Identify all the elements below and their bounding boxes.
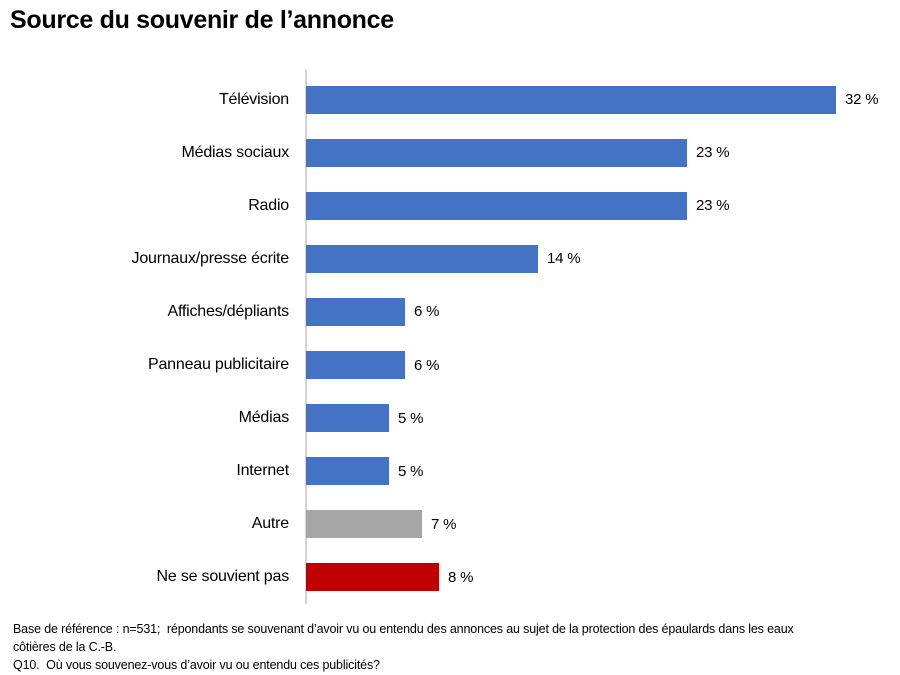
value-label: 7 % <box>431 515 457 533</box>
chart-row: Journaux/presse écrite 14 % <box>0 232 900 285</box>
chart-row: Affiches/dépliants 6 % <box>0 285 900 338</box>
category-label: Médias <box>238 409 290 427</box>
value-label: 14 % <box>547 250 581 268</box>
footnote-base-line-1: Base de référence : n=531; répondants se… <box>13 622 794 636</box>
chart-row: Télévision 32 % <box>0 73 900 126</box>
bar <box>306 457 389 486</box>
category-label: Journaux/presse écrite <box>131 249 290 267</box>
chart-row: Ne se souvient pas 8 % <box>0 551 900 604</box>
chart-row: Médias sociaux 23 % <box>0 126 900 179</box>
category-label: Affiches/dépliants <box>167 302 289 320</box>
chart-row: Radio 23 % <box>0 179 900 232</box>
bar <box>306 510 422 539</box>
chart-row: Panneau publicitaire 6 % <box>0 338 900 391</box>
value-label: 5 % <box>398 462 424 480</box>
value-label: 32 % <box>845 91 879 109</box>
bar <box>306 191 687 220</box>
category-label: Radio <box>248 196 289 214</box>
category-label: Panneau publicitaire <box>148 356 289 374</box>
value-label: 6 % <box>414 356 440 374</box>
category-label: Télévision <box>218 90 289 108</box>
value-label: 23 % <box>696 197 730 215</box>
bar-chart: Télévision 32 % Médias sociaux 23 % Radio 23 … <box>0 73 900 604</box>
footnote: Base de référence : n=531; répondants se… <box>13 620 891 674</box>
bar <box>306 138 687 167</box>
category-label: Autre <box>251 515 289 533</box>
value-label: 6 % <box>414 303 440 321</box>
chart-row: Internet 5 % <box>0 445 900 498</box>
value-label: 23 % <box>696 144 730 162</box>
category-label: Ne se souvient pas <box>156 568 290 586</box>
category-label: Médias sociaux <box>181 143 290 161</box>
bar <box>306 563 439 592</box>
chart-row: Médias 5 % <box>0 392 900 445</box>
value-label: 5 % <box>398 409 424 427</box>
value-label: 8 % <box>448 568 474 586</box>
footnote-question: Q10. Où vous souvenez-vous d’avoir vu ou… <box>13 658 380 672</box>
category-label: Internet <box>236 462 289 480</box>
chart-title: Source du souvenir de l’annonce <box>10 6 394 34</box>
y-axis-line <box>305 69 307 604</box>
footnote-base-line-2: côtières de la C.-B. <box>13 640 117 654</box>
bar <box>306 85 836 114</box>
bar <box>306 351 405 380</box>
bar <box>306 404 389 433</box>
bar <box>306 244 538 273</box>
bar <box>306 297 405 326</box>
chart-row: Autre 7 % <box>0 498 900 551</box>
